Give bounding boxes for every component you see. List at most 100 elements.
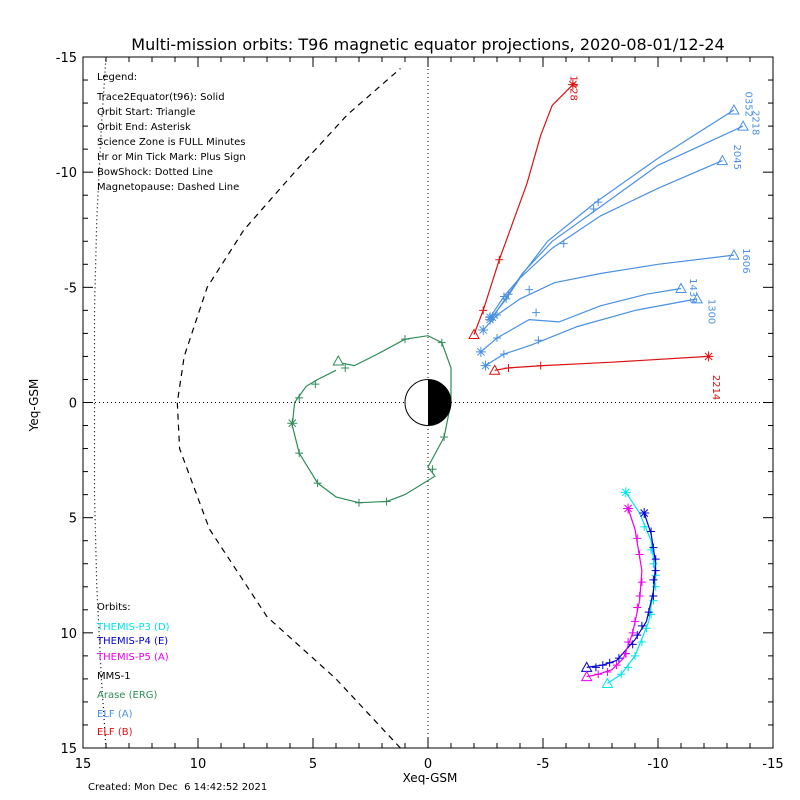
series-label-elf-b-2214: 2214 <box>710 375 721 400</box>
series-elf-b-2214: 2214 <box>488 351 721 400</box>
series-line-themis-p5-a <box>586 508 643 678</box>
tick-mark-themis-p5-a-2 <box>612 661 621 670</box>
tick-mark-themis-p5-a-1 <box>603 667 612 676</box>
y-tick-label: -15 <box>56 51 77 66</box>
tick-mark-themis-p4-e-2 <box>605 658 614 667</box>
x-tick-label: -10 <box>647 757 668 772</box>
orbit-end-asterisk-elf-b-1428 <box>567 79 578 90</box>
tick-mark-themis-p4-e-9 <box>649 591 658 600</box>
tick-mark-arase-erg-9 <box>311 380 320 389</box>
orbit-start-triangle-themis-p5-a <box>580 670 593 682</box>
tick-mark-elf-a-0352-1 <box>594 198 603 207</box>
tick-mark-elf-b-2214-1 <box>536 361 545 370</box>
tick-mark-themis-p5-a-4 <box>624 638 633 647</box>
tick-mark-themis-p4-e-0 <box>591 663 600 672</box>
legend-item-bow-shock: BowShock: Dotted Line <box>97 167 213 178</box>
tick-mark-elf-a-0352-0 <box>499 292 508 301</box>
orbit-end-asterisk-elf-a-1606 <box>478 324 489 335</box>
series-line-elf-b-2214 <box>494 355 709 371</box>
series-label-elf-a-1433: 1433 <box>687 278 698 303</box>
legend-item-magnetopause: Magnetopause: Dashed Line <box>97 182 239 193</box>
y-tick-label: -5 <box>64 281 77 296</box>
created-footer: Created: Mon Dec 6 14:42:52 2021 <box>88 782 267 793</box>
x-tick-label: 10 <box>190 757 207 772</box>
orbit-end-asterisk-elf-a-1300 <box>480 360 491 371</box>
series-elf-a-0352: 0352 <box>485 92 753 323</box>
tick-mark-arase-erg-0 <box>401 335 409 344</box>
series-line-themis-p4-e <box>586 512 657 668</box>
tick-mark-themis-p3-d-3 <box>637 638 646 647</box>
orbit-end-asterisk-themis-p4-e <box>639 508 650 519</box>
tick-mark-elf-a-1433-0 <box>493 334 501 343</box>
y-tick-label: 15 <box>60 742 77 757</box>
tick-mark-themis-p4-e-7 <box>637 621 646 630</box>
orbit-start-triangle-elf-a-1433 <box>675 282 687 293</box>
series-line-elf-a-2218 <box>491 125 744 318</box>
tick-mark-themis-p4-e-6 <box>633 631 642 640</box>
x-tick-label: 0 <box>424 757 432 772</box>
series-elf-a-1300: 1300 <box>480 292 717 371</box>
series-label-elf-b-1428: 1428 <box>568 75 579 100</box>
tick-mark-themis-p4-e-13 <box>649 543 658 552</box>
tick-mark-elf-a-1300-0 <box>499 350 508 359</box>
orbits-legend-themis-p5: THEMIS-P5 (A) <box>96 652 169 663</box>
tick-mark-arase-erg-10 <box>341 363 350 372</box>
tick-mark-arase-erg-5 <box>355 498 363 507</box>
tick-mark-arase-erg-4 <box>382 497 391 506</box>
series-line-elf-a-1433 <box>480 287 682 353</box>
legend-item-trace: Trace2Equator(t96): Solid <box>96 92 225 103</box>
tick-mark-themis-p3-d-11 <box>640 522 649 531</box>
tick-mark-themis-p3-d-7 <box>651 582 660 591</box>
x-tick-label: -15 <box>762 757 783 772</box>
orbit-end-asterisk-elf-a-1433 <box>475 346 486 357</box>
tick-mark-elf-a-2218-1 <box>589 205 598 214</box>
orbit-end-asterisk-themis-p3-d <box>620 487 631 498</box>
tick-mark-arase-erg-1 <box>437 338 446 347</box>
orbits-legend-themis-p4: THEMIS-P4 (E) <box>96 636 168 647</box>
y-axis-label: Yeq-GSM <box>27 379 41 433</box>
tick-mark-arase-erg-3 <box>428 465 437 474</box>
x-tick-label: 15 <box>75 757 92 772</box>
legend-title: Legend: <box>97 72 137 83</box>
tick-mark-arase-erg-8 <box>295 393 304 402</box>
tick-mark-arase-erg-2 <box>440 433 449 442</box>
tick-mark-themis-p3-d-0 <box>617 670 626 679</box>
tick-mark-themis-p5-a-3 <box>621 649 630 658</box>
orbit-start-triangle-themis-p3-d <box>601 677 614 689</box>
series-label-elf-a-2218: 2218 <box>749 110 760 135</box>
series-line-themis-p3-d <box>607 491 657 684</box>
tick-mark-themis-p4-e-1 <box>598 661 607 670</box>
tick-mark-themis-p4-e-5 <box>628 640 637 649</box>
orbit-end-asterisk-elf-b-2214 <box>703 351 714 362</box>
legend-item-orbit-end: Orbit End: Asterisk <box>97 122 191 133</box>
series-themis-p4-e <box>580 508 660 672</box>
y-tick-label: 5 <box>69 512 77 527</box>
tick-mark-themis-p4-e-3 <box>614 654 623 663</box>
tick-mark-themis-p4-e-8 <box>644 608 653 617</box>
series-elf-b-1428: 1428 <box>468 75 579 340</box>
series-elf-a-1606: 1606 <box>478 248 751 335</box>
orbit-start-triangle-elf-a-2045 <box>716 154 729 166</box>
series-line-arase-erg <box>291 335 452 504</box>
orbit-end-asterisk-elf-a-0352 <box>485 312 496 323</box>
orbits-legend-elf-b: ELF (B) <box>97 727 133 738</box>
x-tick-label: 5 <box>309 757 317 772</box>
orbits-legend-mms1: MMS-1 <box>97 671 131 682</box>
series-elf-a-1433: 1433 <box>475 278 698 357</box>
tick-mark-arase-erg-7 <box>295 449 304 458</box>
earth-nightside <box>428 379 451 426</box>
orbit-start-triangle-elf-a-2218 <box>737 120 749 131</box>
series-label-elf-a-2045: 2045 <box>731 145 742 170</box>
series-line-elf-a-1300 <box>485 298 698 367</box>
orbit-start-triangle-elf-b-1428 <box>468 328 480 340</box>
tick-mark-themis-p3-d-4 <box>642 624 651 633</box>
tick-mark-themis-p5-a-10 <box>635 550 644 559</box>
series-arase-erg <box>287 335 452 507</box>
tick-mark-themis-p3-d-2 <box>631 651 639 660</box>
orbit-start-triangle-elf-a-1606 <box>728 249 740 260</box>
legend-item-science-zone: Science Zone is FULL Minutes <box>97 137 246 148</box>
tick-mark-elf-a-1606-1 <box>525 285 534 294</box>
